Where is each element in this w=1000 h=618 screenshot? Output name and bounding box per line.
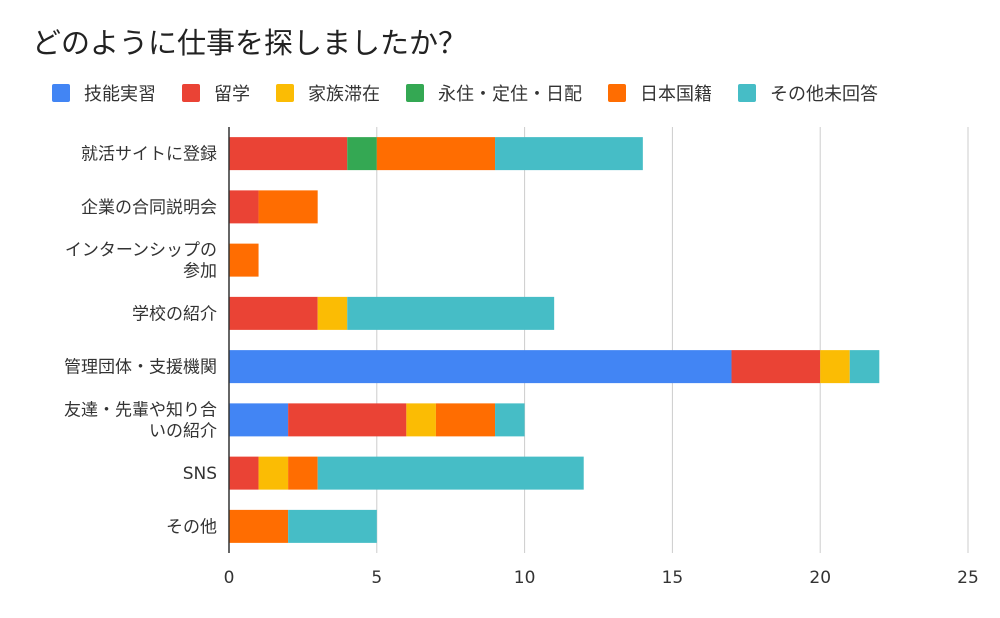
bar-segment bbox=[347, 137, 377, 171]
legend-label: 留学 bbox=[214, 84, 250, 105]
x-tick-label: 25 bbox=[957, 568, 979, 588]
category-label: 就活サイトに登録 bbox=[81, 145, 217, 165]
legend-label: 家族滞在 bbox=[308, 84, 380, 105]
bar-segment bbox=[288, 403, 407, 437]
bar-segment bbox=[229, 137, 348, 171]
bar-segment bbox=[317, 456, 584, 490]
legend-label: 永住・定住・日配 bbox=[438, 84, 582, 105]
bar-segment bbox=[229, 350, 732, 384]
category-label: 管理団体・支援機関 bbox=[64, 358, 217, 378]
bar-segment bbox=[347, 296, 555, 330]
bar-segment bbox=[376, 137, 496, 171]
legend-swatch bbox=[608, 84, 626, 102]
bar-segment bbox=[406, 403, 436, 437]
legend-label: 日本国籍 bbox=[640, 84, 712, 105]
bar-segment bbox=[229, 456, 259, 490]
legend-item: その他未回答 bbox=[738, 80, 878, 106]
legend-item: 日本国籍 bbox=[608, 80, 712, 106]
x-tick-label: 15 bbox=[662, 568, 684, 588]
category-label: 学校の紹介 bbox=[132, 304, 217, 324]
bar-segment bbox=[820, 350, 850, 384]
legend-swatch bbox=[738, 84, 756, 102]
legend-item: 家族滞在 bbox=[276, 80, 380, 106]
chart-title: どのように仕事を探しましたか？ bbox=[32, 26, 468, 60]
bar-segment bbox=[317, 296, 348, 330]
x-tick-label: 5 bbox=[371, 568, 382, 588]
chart-legend: 技能実習 留学 家族滞在 永住・定住・日配 日本国籍 その他未回答 bbox=[52, 80, 904, 106]
legend-item: 留学 bbox=[182, 80, 250, 106]
legend-label: その他未回答 bbox=[770, 84, 878, 105]
bar-segment bbox=[731, 350, 821, 384]
bar-segment bbox=[849, 350, 880, 384]
legend-swatch bbox=[182, 84, 200, 102]
bar-segment bbox=[258, 190, 318, 224]
bar-segment bbox=[495, 137, 643, 171]
legend-swatch bbox=[52, 84, 70, 102]
category-label: インターンシップの bbox=[65, 241, 217, 261]
bar-segment bbox=[288, 456, 318, 490]
bar-segment bbox=[258, 456, 289, 490]
bar-segment bbox=[229, 509, 289, 543]
category-label: いの紹介 bbox=[149, 421, 217, 441]
bar-segment bbox=[229, 243, 259, 277]
x-tick-label: 0 bbox=[224, 568, 235, 588]
bar-segment bbox=[229, 403, 289, 437]
x-tick-label: 10 bbox=[514, 568, 536, 588]
bar-segment bbox=[229, 190, 259, 224]
legend-item: 永住・定住・日配 bbox=[406, 80, 582, 106]
category-label: SNS bbox=[183, 464, 217, 484]
bar-segment bbox=[435, 403, 496, 437]
category-label: 参加 bbox=[183, 262, 217, 282]
x-tick-label: 20 bbox=[809, 568, 831, 588]
legend-label: 技能実習 bbox=[84, 84, 156, 105]
category-label: 友達・先輩や知り合 bbox=[64, 400, 217, 420]
category-label: 企業の合同説明会 bbox=[81, 198, 217, 218]
bar-segment bbox=[495, 403, 525, 437]
legend-item: 技能実習 bbox=[52, 80, 156, 106]
bar-segment bbox=[288, 509, 377, 543]
bar-segment bbox=[229, 296, 318, 330]
category-label: その他 bbox=[166, 517, 217, 537]
legend-swatch bbox=[406, 84, 424, 102]
legend-swatch bbox=[276, 84, 294, 102]
